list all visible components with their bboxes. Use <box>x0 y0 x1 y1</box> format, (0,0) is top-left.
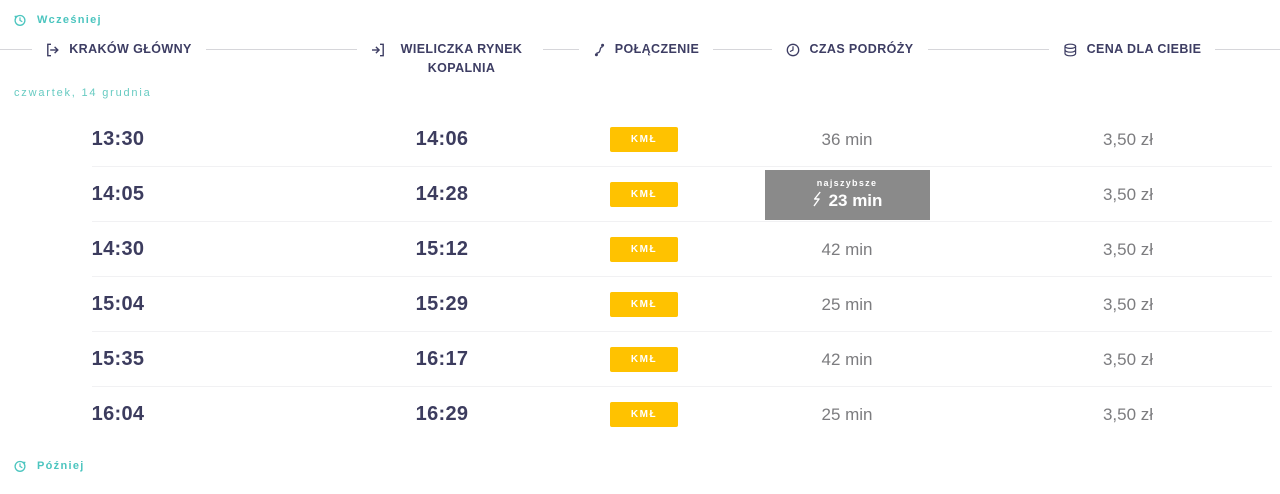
later-button[interactable]: Później <box>13 459 85 473</box>
carrier-badge: KMŁ <box>609 237 679 262</box>
arrival-time: 14:28 <box>415 183 469 205</box>
destination-station-label: WIELICZKA RYNEK KOPALNIA <box>400 42 523 75</box>
connection-row[interactable]: 14:05 14:28 KMŁ najszybsze 23 min <box>0 167 1280 222</box>
travel-time-label: CZAS PODRÓŻY <box>809 42 914 56</box>
duration-text: 36 min <box>821 129 873 149</box>
departure-time: 15:04 <box>91 293 145 315</box>
history-earlier-icon <box>13 13 27 27</box>
fastest-duration-badge: najszybsze 23 min <box>764 169 930 220</box>
price-text: 3,50 zł <box>1102 349 1154 369</box>
carrier-badge: KMŁ <box>609 292 679 317</box>
departure-time: 15:35 <box>91 348 145 370</box>
carrier-badge: KMŁ <box>609 182 679 207</box>
column-header-origin: KRAKÓW GŁÓWNY <box>9 40 229 62</box>
column-header-destination: WIELICZKA RYNEK KOPALNIA <box>340 40 560 78</box>
departure-time: 14:05 <box>91 183 145 205</box>
column-headers: KRAKÓW GŁÓWNY WIELICZKA RYNEK KOPALNIA <box>0 40 1280 82</box>
price-text: 3,50 zł <box>1102 239 1154 259</box>
duration-text: 42 min <box>821 349 873 369</box>
earlier-label: Wcześniej <box>37 14 102 26</box>
duration-text: 42 min <box>821 239 873 259</box>
arrival-time: 15:29 <box>415 293 469 315</box>
connection-row[interactable]: 16:04 16:29 KMŁ 25 min 3,50 zł <box>0 387 1280 442</box>
route-icon <box>593 40 606 62</box>
duration-text: 25 min <box>821 294 873 314</box>
price-text: 3,50 zł <box>1102 404 1154 424</box>
price-text: 3,50 zł <box>1102 129 1154 149</box>
date-header: czwartek, 14 grudnia <box>14 87 152 99</box>
arrival-time: 15:12 <box>415 238 469 260</box>
connection-row[interactable]: 14:30 15:12 KMŁ 42 min 3,50 zł <box>0 222 1280 277</box>
clock-icon <box>786 40 800 62</box>
departure-time: 14:30 <box>91 238 145 260</box>
carrier-badge: KMŁ <box>609 127 679 152</box>
column-header-connection: POŁĄCZENIE <box>536 40 756 62</box>
departure-time: 13:30 <box>91 128 145 150</box>
connection-row[interactable]: 13:30 14:06 KMŁ 36 min 3,50 zł <box>0 112 1280 167</box>
fastest-label: najszybsze <box>816 177 878 188</box>
arrival-icon <box>371 40 385 62</box>
origin-station-label: KRAKÓW GŁÓWNY <box>69 42 192 56</box>
price-label: CENA DLA CIEBIE <box>1086 42 1202 56</box>
connection-row[interactable]: 15:35 16:17 KMŁ 42 min 3,50 zł <box>0 332 1280 387</box>
departure-time: 16:04 <box>91 403 145 425</box>
fastest-duration-text: 23 min <box>828 191 883 210</box>
arrival-time: 16:29 <box>415 403 469 425</box>
carrier-badge: KMŁ <box>609 347 679 372</box>
coins-icon <box>1063 40 1078 62</box>
history-later-icon <box>13 459 27 473</box>
carrier-badge: KMŁ <box>609 402 679 427</box>
lightning-icon <box>812 191 822 212</box>
arrival-time: 14:06 <box>415 128 469 150</box>
results-list: 13:30 14:06 KMŁ 36 min 3,50 zł 14:05 14:… <box>0 112 1280 442</box>
later-label: Później <box>37 460 85 472</box>
column-header-price: CENA DLA CIEBIE <box>1022 40 1242 62</box>
departure-icon <box>46 40 60 62</box>
price-text: 3,50 zł <box>1102 294 1154 314</box>
earlier-button[interactable]: Wcześniej <box>13 13 102 27</box>
column-header-travel-time: CZAS PODRÓŻY <box>740 40 960 62</box>
connection-label: POŁĄCZENIE <box>614 42 700 56</box>
price-text: 3,50 zł <box>1102 184 1154 204</box>
duration-text: 25 min <box>821 404 873 424</box>
arrival-time: 16:17 <box>415 348 469 370</box>
connection-row[interactable]: 15:04 15:29 KMŁ 25 min 3,50 zł <box>0 277 1280 332</box>
